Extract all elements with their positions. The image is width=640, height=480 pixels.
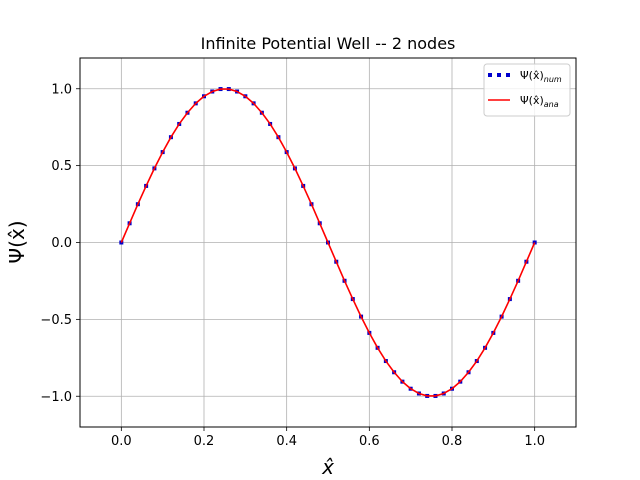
y-tick-label: 0.0 — [51, 236, 72, 251]
legend: Ψ(x̂)num Ψ(x̂)ana — [483, 63, 571, 117]
legend-label-ana: Ψ(x̂)ana — [520, 94, 559, 109]
y-tick-label: −1.0 — [40, 390, 72, 405]
y-tick-label: 1.0 — [51, 82, 72, 97]
legend-box — [483, 63, 571, 117]
series-lines — [119, 87, 537, 398]
y-axis-label: Ψ(x̂) — [5, 220, 29, 263]
analytic-series-line — [120, 88, 536, 397]
x-tick-label: 0.4 — [276, 434, 297, 449]
x-tick-label: 0.6 — [359, 434, 380, 449]
x-tick-label: 0.2 — [194, 434, 215, 449]
legend-label-num-sub: num — [544, 75, 562, 84]
x-tick-label: 1.0 — [524, 434, 545, 449]
chart-title: Infinite Potential Well -- 2 nodes — [201, 34, 456, 53]
legend-label-ana-sub: ana — [544, 100, 559, 109]
legend-label-ana-base: Ψ(x̂) — [520, 94, 544, 107]
ticks: 0.0 0.2 0.4 0.6 0.8 1.0 −1.0 −0.5 0.0 0.5 1.0 — [40, 82, 545, 449]
x-axis-label: x̂ — [321, 455, 334, 479]
y-tick-label: 0.5 — [51, 159, 72, 174]
legend-dot — [488, 73, 492, 77]
y-tick-label: −0.5 — [40, 313, 72, 328]
legend-dot — [497, 73, 501, 77]
legend-marker-num — [488, 73, 510, 77]
x-tick-label: 0.8 — [442, 434, 463, 449]
legend-label-num: Ψ(x̂)num — [520, 69, 562, 84]
legend-label-num-base: Ψ(x̂) — [520, 69, 544, 82]
x-tick-label: 0.0 — [111, 434, 132, 449]
legend-dot — [506, 73, 510, 77]
